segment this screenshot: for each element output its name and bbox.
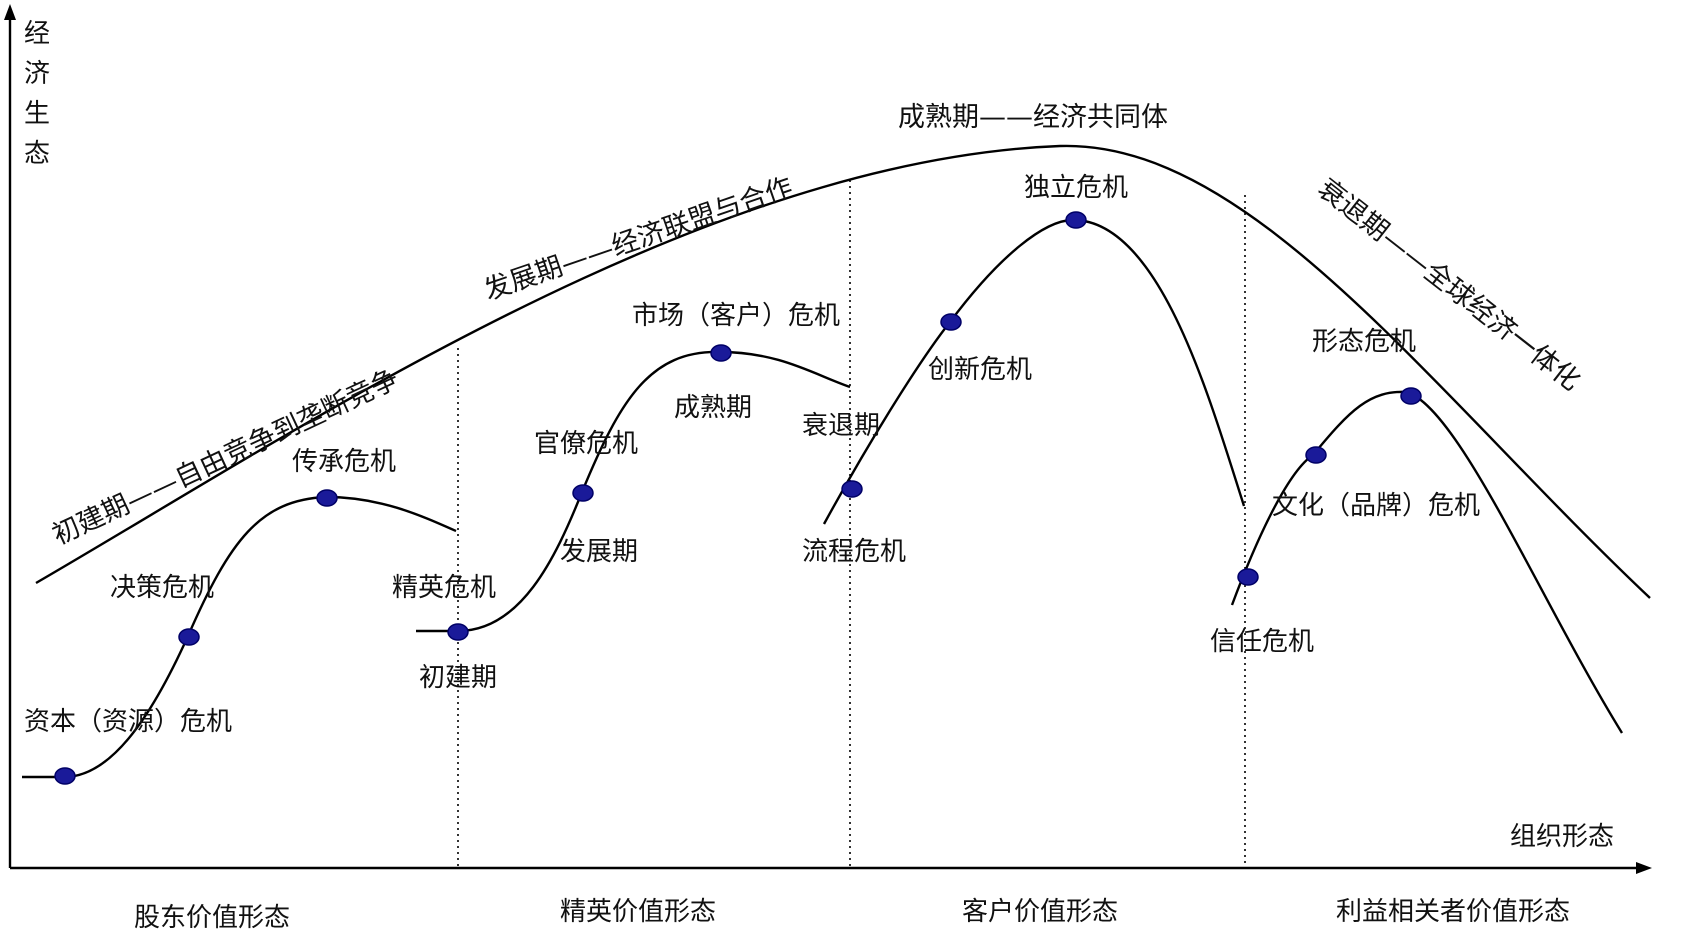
phase-label-customer: 客户价值形态: [962, 897, 1118, 927]
macro-curve: [35, 144, 1651, 599]
phase-label-elite: 精英价值形态: [560, 897, 716, 927]
phase-label-shareholder: 股东价值形态: [134, 903, 290, 933]
x-axis-label: 组织形态: [1510, 822, 1614, 852]
label-independence-crisis: 独立危机: [1024, 173, 1128, 203]
label-trust-crisis: 信任危机: [1210, 627, 1314, 657]
marker-dot: [1305, 446, 1327, 464]
label-decision-crisis: 决策危机: [110, 573, 214, 603]
marker-dot: [572, 484, 594, 502]
label-elite-crisis: 精英危机: [392, 573, 496, 603]
phase-label-stakeholder: 利益相关者价值形态: [1336, 897, 1570, 927]
y-axis-char: 生: [24, 99, 50, 129]
curve-customer: [822, 218, 1246, 525]
axes: [4, 4, 1652, 874]
macro-stage-decline: 衰退期——全球经济一体化: [1312, 173, 1586, 397]
marker-dot: [1237, 568, 1259, 586]
marker-dot: [316, 489, 338, 507]
marker-dot: [1400, 387, 1422, 405]
macro-stage-development: 发展期——经济联盟与合作: [480, 172, 796, 307]
label-bureaucracy-crisis: 官僚危机: [534, 429, 638, 459]
y-axis-label: 经 济 生 态: [24, 19, 50, 169]
label-curve2-decline: 衰退期: [802, 411, 880, 441]
curve-elite: [416, 350, 851, 633]
macro-stage-mature: 成熟期——经济共同体: [898, 102, 1168, 133]
label-innovation-crisis: 创新危机: [928, 355, 1032, 385]
curve-shareholder: [22, 495, 457, 779]
phase-dividers: [457, 180, 1246, 868]
marker-dot: [710, 344, 732, 362]
label-form-crisis: 形态危机: [1312, 327, 1416, 357]
marker-dot: [841, 480, 863, 498]
label-culture-brand-crisis: 文化（品牌）危机: [1272, 491, 1480, 521]
marker-dot: [940, 313, 962, 331]
label-curve2-mature: 成熟期: [674, 393, 752, 423]
marker-dot: [178, 628, 200, 646]
y-axis-char: 济: [24, 59, 50, 89]
marker-dot: [54, 767, 76, 785]
label-succession-crisis: 传承危机: [292, 447, 396, 477]
x-axis-arrow-icon: [1636, 862, 1652, 874]
y-axis-arrow-icon: [4, 4, 16, 20]
y-axis-char: 态: [24, 139, 50, 169]
curve-stakeholder: [1230, 390, 1624, 734]
y-axis-char: 经: [24, 19, 50, 49]
label-curve2-initial: 初建期: [419, 663, 497, 693]
label-capital-crisis: 资本（资源）危机: [24, 707, 232, 737]
label-process-crisis: 流程危机: [802, 537, 906, 567]
marker-dot: [1065, 211, 1087, 229]
crisis-markers: [54, 211, 1422, 785]
label-market-crisis: 市场（客户）危机: [632, 301, 840, 331]
marker-dot: [447, 623, 469, 641]
label-curve2-development: 发展期: [560, 537, 638, 567]
